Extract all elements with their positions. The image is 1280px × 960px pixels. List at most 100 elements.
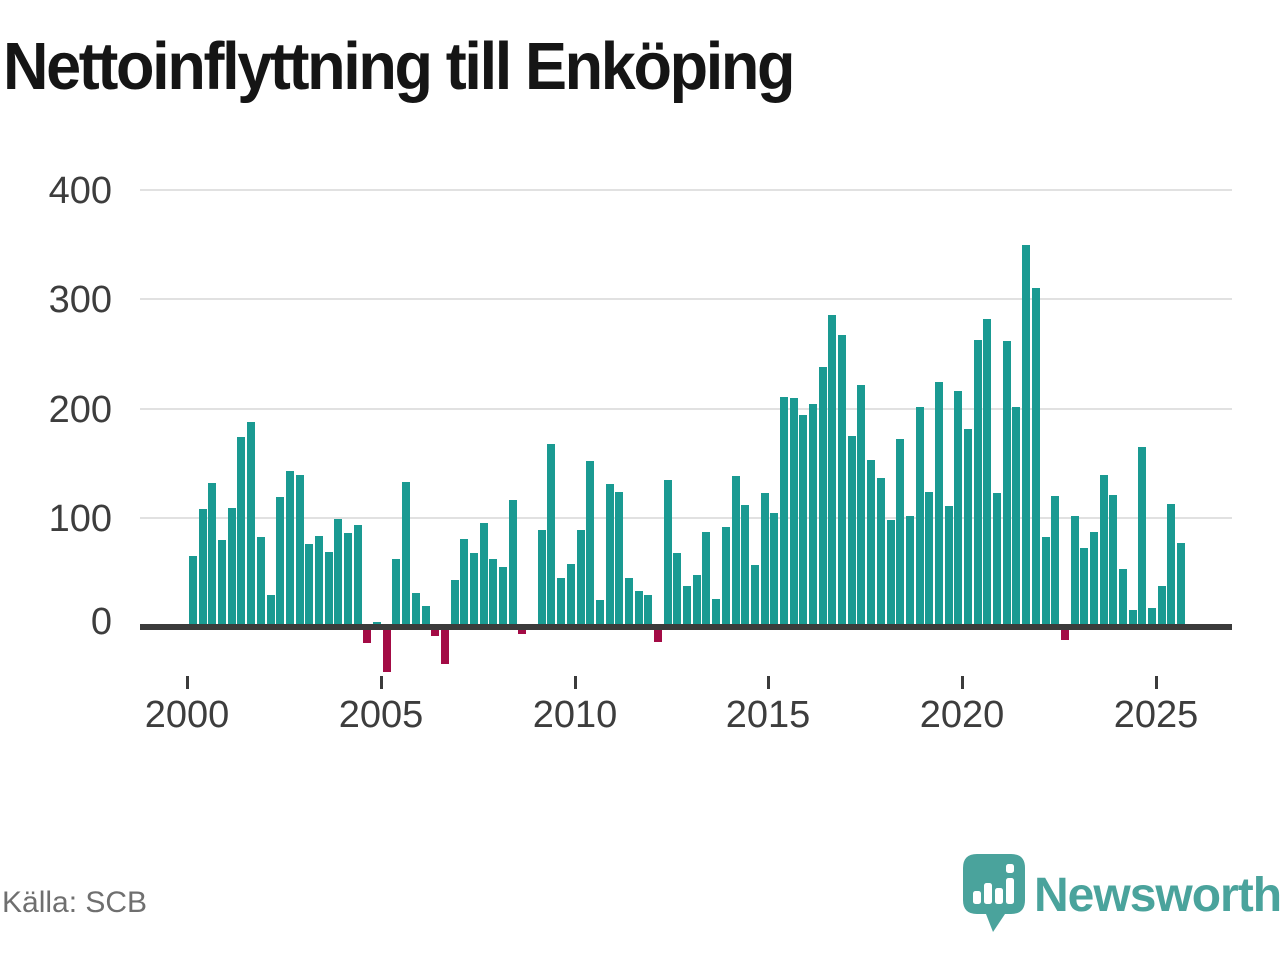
bar-2012Q4: [683, 585, 692, 627]
bar-2009Q2: [547, 443, 556, 627]
bar-2000Q3: [208, 482, 217, 627]
bar-2005Q4: [411, 593, 420, 627]
bar-2008Q3: [518, 630, 527, 635]
bar-2010Q1: [576, 529, 585, 627]
bar-2016Q1: [809, 404, 817, 627]
bar-2011Q3: [634, 590, 643, 627]
bar-2021Q4: [1031, 288, 1040, 627]
bar-2020Q1: [964, 429, 972, 627]
bar-2002Q1: [266, 595, 275, 627]
bar-2001Q3: [247, 421, 256, 627]
bar-2012Q2: [663, 479, 672, 627]
bar-2010Q4: [605, 483, 614, 627]
bar-2015Q1: [770, 513, 779, 627]
bar-2022Q1: [1041, 537, 1050, 627]
bar-2019Q3: [944, 505, 953, 627]
bar-2008Q1: [499, 566, 507, 627]
bar-2005Q2: [392, 559, 401, 627]
bar-2003Q3: [324, 551, 333, 627]
x-tick-label-2025: 2025: [1113, 694, 1199, 736]
bar-2024Q4: [1148, 608, 1157, 627]
bar-2020Q3: [983, 318, 992, 627]
bar-2002Q4: [295, 475, 304, 627]
bar-2013Q3: [712, 598, 721, 627]
bar-2019Q2: [934, 382, 943, 627]
y-tick-label-300: 300: [48, 279, 112, 321]
bar-2015Q4: [799, 415, 808, 627]
bar-2001Q4: [256, 537, 265, 627]
bar-2024Q3: [1138, 446, 1147, 627]
bar-2005Q1: [382, 630, 391, 672]
bar-2011Q1: [615, 491, 624, 627]
bar-2009Q1: [537, 529, 546, 627]
bar-2014Q1: [731, 476, 740, 627]
x-tick-2005: [380, 676, 383, 689]
x-tick-label-2020: 2020: [919, 694, 1005, 736]
chart-title: Nettoinflyttning till Enköping: [3, 29, 795, 104]
bar-2021Q1: [1002, 340, 1011, 627]
bar-2018Q1: [886, 519, 895, 627]
bar-2004Q2: [353, 525, 362, 627]
bar-2017Q3: [867, 459, 876, 627]
bar-2007Q3: [479, 523, 488, 627]
bar-2009Q4: [566, 563, 575, 627]
bar-2014Q3: [750, 564, 759, 627]
bar-2012Q3: [673, 552, 682, 627]
bar-2022Q4: [1070, 515, 1079, 627]
bar-2000Q1: [189, 556, 197, 627]
bar-2025Q3: [1177, 542, 1186, 627]
x-tick-2015: [767, 676, 770, 689]
gridline-200: [140, 408, 1232, 410]
x-tick-2000: [186, 676, 189, 689]
bar-2014Q2: [741, 504, 750, 627]
bar-2007Q1: [460, 538, 469, 627]
bar-2005Q3: [402, 481, 411, 627]
bar-2004Q3: [363, 630, 372, 644]
bar-2023Q4: [1109, 494, 1118, 627]
bar-2023Q2: [1089, 532, 1098, 627]
bar-2015Q2: [779, 396, 788, 627]
x-tick-label-2015: 2015: [725, 694, 811, 736]
bar-2011Q4: [644, 595, 653, 627]
bar-2016Q2: [818, 367, 827, 627]
bar-2025Q2: [1167, 503, 1176, 627]
x-tick-2025: [1155, 676, 1158, 689]
bar-2000Q2: [198, 509, 207, 627]
bar-2017Q1: [847, 435, 856, 627]
bar-2010Q2: [586, 460, 595, 627]
bar-2003Q2: [314, 536, 323, 627]
bar-2008Q2: [508, 500, 517, 627]
x-tick-2020: [961, 676, 964, 689]
bar-2007Q2: [469, 552, 478, 627]
bar-2013Q2: [702, 532, 711, 627]
bar-2019Q4: [954, 391, 963, 627]
y-tick-label-400: 400: [48, 170, 112, 212]
bar-2016Q3: [828, 314, 837, 627]
bar-2006Q4: [450, 580, 459, 627]
gridline-300: [140, 298, 1232, 300]
brand-footer: Newsworthy: [960, 852, 1280, 936]
bar-2016Q4: [838, 335, 847, 627]
bar-2003Q1: [305, 544, 314, 627]
bar-2013Q4: [721, 526, 730, 627]
bar-2009Q3: [557, 577, 566, 627]
bar-2017Q4: [876, 478, 885, 627]
bar-2002Q3: [285, 470, 294, 627]
y-tick-label-0: 0: [90, 601, 112, 643]
bar-2025Q1: [1157, 585, 1166, 627]
gridline-100: [140, 517, 1232, 519]
bar-2021Q2: [1012, 407, 1021, 627]
bar-2022Q3: [1060, 630, 1069, 640]
bar-2012Q1: [654, 630, 662, 642]
bar-2013Q1: [692, 574, 701, 627]
bar-2018Q4: [915, 407, 924, 627]
bar-2006Q3: [440, 630, 449, 664]
y-tick-label-200: 200: [48, 389, 112, 431]
x-tick-label-2005: 2005: [338, 694, 424, 736]
newsworthy-chart-bubble-icon: [963, 854, 1025, 932]
bar-2003Q4: [334, 518, 343, 627]
bar-2020Q2: [973, 339, 982, 627]
bar-2015Q3: [789, 397, 798, 627]
